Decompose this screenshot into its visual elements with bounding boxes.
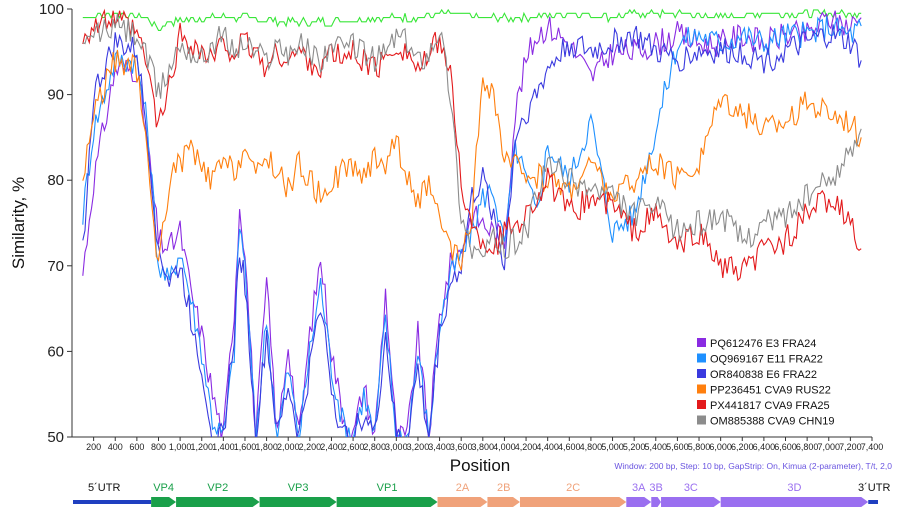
y-axis-title: Similarity, % bbox=[9, 177, 28, 269]
genome-region-label: 3A bbox=[632, 482, 646, 494]
y-tick-label: 80 bbox=[47, 172, 64, 189]
plot-frame bbox=[71, 9, 872, 438]
axes: 200 400 600 800 1,000 1,200 1,400 1,600 1,800 2,0… bbox=[39, 1, 883, 452]
reference-series-line bbox=[82, 8, 862, 31]
genome-region-label: 3D bbox=[787, 482, 801, 494]
legend-entry: PX441817 CVA9 FRA25 bbox=[710, 400, 830, 412]
series-line-2 bbox=[82, 16, 862, 437]
x-tick-label: 7,400 bbox=[861, 442, 884, 452]
x-tick-label: 5,600 bbox=[666, 442, 689, 452]
genome-region-label: VP3 bbox=[288, 482, 309, 494]
series-line-4 bbox=[82, 49, 862, 271]
x-tick-label: 6,800 bbox=[796, 442, 819, 452]
genome-region-arrow bbox=[259, 497, 337, 507]
genome-region-arrow bbox=[176, 497, 260, 507]
x-tick-label: 1,800 bbox=[255, 442, 278, 452]
genome-region-label: VP4 bbox=[153, 482, 174, 494]
genome-map: 5´UTR VP4 VP2 VP3 VP1 2A 2B 2C 3A 3B 3C 3D 3´UTR bbox=[73, 482, 890, 507]
legend-entry: OQ969167 E11 FRA22 bbox=[710, 354, 823, 366]
genome-region-label: 3´UTR bbox=[858, 482, 890, 494]
x-tick-label: 3,600 bbox=[450, 442, 473, 452]
genome-region-arrow bbox=[626, 497, 652, 507]
legend: PQ612476 E3 FRA24 OQ969167 E11 FRA22 OR840… bbox=[697, 338, 835, 428]
x-tick-label: 6,400 bbox=[753, 442, 776, 452]
y-tick-label: 100 bbox=[39, 1, 64, 18]
x-tick-label: 1,600 bbox=[234, 442, 257, 452]
x-tick-label: 600 bbox=[129, 442, 144, 452]
x-tick-label: 400 bbox=[108, 442, 123, 452]
genome-region-label: 5´UTR bbox=[88, 482, 120, 494]
genome-region-arrow bbox=[720, 497, 869, 507]
genome-region-arrow bbox=[661, 497, 721, 507]
x-tick-label: 6,200 bbox=[731, 442, 754, 452]
x-tick-label: 3,200 bbox=[407, 442, 430, 452]
x-tick-label: 5,200 bbox=[623, 442, 646, 452]
series-line-6 bbox=[82, 13, 862, 260]
x-tick-label: 800 bbox=[151, 442, 166, 452]
x-tick-label: 3,800 bbox=[472, 442, 495, 452]
y-tick-label: 70 bbox=[47, 258, 64, 275]
legend-entry: PP236451 CVA9 RUS22 bbox=[710, 385, 831, 397]
x-tick-label: 4,400 bbox=[536, 442, 559, 452]
x-tick-label: 2,600 bbox=[342, 442, 365, 452]
analysis-parameters: Window: 200 bp, Step: 10 bp, GapStrip: O… bbox=[614, 461, 892, 471]
x-tick-label: 1,000 bbox=[169, 442, 192, 452]
genome-utr-bar bbox=[73, 500, 152, 504]
genome-region-label: 2B bbox=[497, 482, 510, 494]
x-tick-label: 200 bbox=[86, 442, 101, 452]
legend-swatch bbox=[697, 415, 706, 425]
legend-swatch bbox=[697, 400, 706, 409]
x-tick-label: 3,000 bbox=[385, 442, 408, 452]
x-axis-title: Position bbox=[450, 456, 510, 475]
genome-region-label: 3C bbox=[684, 482, 698, 494]
x-tick-label: 4,800 bbox=[580, 442, 603, 452]
x-tick-label: 5,800 bbox=[688, 442, 711, 452]
genome-region-label: 2C bbox=[566, 482, 580, 494]
x-tick-label: 6,600 bbox=[774, 442, 797, 452]
legend-swatch bbox=[697, 338, 706, 347]
y-tick-label: 90 bbox=[47, 87, 64, 104]
legend-swatch bbox=[697, 384, 706, 394]
legend-entry: OR840838 E6 FRA22 bbox=[710, 369, 817, 381]
x-tick-label: 4,600 bbox=[558, 442, 581, 452]
genome-utr-bar bbox=[868, 500, 878, 504]
genome-region-arrow bbox=[151, 497, 177, 507]
genome-region-arrow bbox=[437, 497, 488, 507]
genome-region-arrow bbox=[651, 497, 662, 507]
x-tick-label: 1,400 bbox=[212, 442, 235, 452]
genome-region-arrow bbox=[336, 497, 438, 507]
genome-region-label: VP2 bbox=[207, 482, 228, 494]
series-line-3 bbox=[82, 24, 862, 437]
x-tick-label: 7,200 bbox=[839, 442, 862, 452]
genome-region-arrow bbox=[487, 497, 520, 507]
x-tick-label: 5,400 bbox=[645, 442, 668, 452]
x-tick-label: 4,200 bbox=[515, 442, 538, 452]
x-tick-label: 1,200 bbox=[190, 442, 213, 452]
y-tick-label: 60 bbox=[47, 343, 64, 360]
x-tick-label: 2,000 bbox=[277, 442, 300, 452]
legend-entry: PQ612476 E3 FRA24 bbox=[710, 338, 816, 350]
x-tick-label: 2,200 bbox=[299, 442, 322, 452]
genome-region-label: VP1 bbox=[377, 482, 398, 494]
x-tick-label: 7,000 bbox=[817, 442, 840, 452]
y-tick-label: 50 bbox=[47, 429, 64, 446]
x-tick-label: 2,800 bbox=[363, 442, 386, 452]
series-lines bbox=[82, 8, 862, 437]
genome-region-label: 3B bbox=[649, 482, 662, 494]
legend-swatch bbox=[697, 353, 706, 363]
x-tick-label: 2,400 bbox=[320, 442, 343, 452]
genome-region-label: 2A bbox=[456, 482, 470, 494]
series-line-5 bbox=[82, 8, 862, 282]
x-tick-label: 6,000 bbox=[709, 442, 732, 452]
x-tick-label: 3,400 bbox=[428, 442, 451, 452]
x-tick-label: 4,000 bbox=[493, 442, 516, 452]
genome-region-arrow bbox=[519, 497, 627, 507]
legend-entry: OM885388 CVA9 CHN19 bbox=[710, 416, 835, 428]
x-tick-label: 5,000 bbox=[601, 442, 624, 452]
legend-swatch bbox=[697, 369, 706, 378]
